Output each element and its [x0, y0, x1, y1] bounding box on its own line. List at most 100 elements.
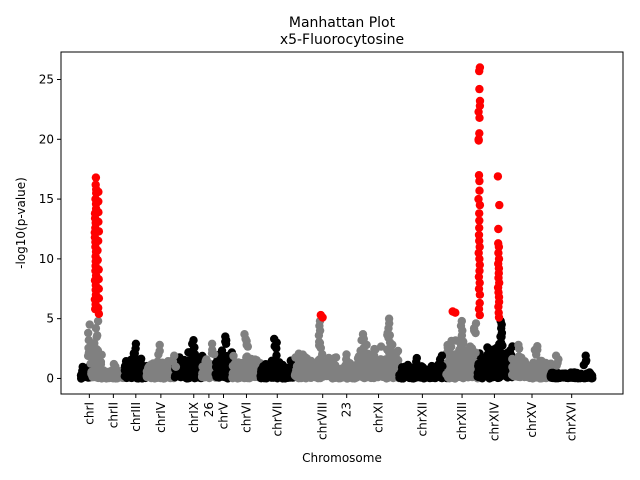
- significant-point: [93, 255, 102, 265]
- data-point: [270, 342, 279, 351]
- significant-point: [318, 313, 327, 322]
- significant-point: [451, 308, 460, 317]
- data-point: [469, 351, 478, 360]
- y-axis-label: -log10(p-value): [14, 177, 28, 269]
- data-point: [435, 355, 445, 364]
- x-tick-label: chrII: [106, 402, 120, 428]
- data-point: [496, 338, 506, 347]
- x-tick-label: chrIV: [154, 401, 168, 433]
- y-tick-label: 20: [39, 132, 54, 146]
- data-point: [357, 350, 366, 359]
- y-tick-label: 5: [46, 312, 54, 326]
- significant-point: [475, 113, 484, 123]
- x-tick-label: chrXIV: [487, 401, 501, 441]
- data-point: [84, 328, 93, 338]
- data-point: [93, 331, 102, 340]
- data-point: [552, 361, 561, 370]
- points-layer: [76, 63, 597, 383]
- data-point: [190, 343, 199, 352]
- data-point: [93, 316, 103, 326]
- data-point: [242, 352, 252, 361]
- significant-point: [493, 172, 503, 181]
- data-point: [171, 362, 181, 371]
- data-point: [111, 366, 120, 375]
- data-point: [86, 359, 95, 368]
- significant-point: [474, 230, 484, 240]
- data-point: [410, 365, 419, 374]
- data-point: [514, 344, 524, 353]
- significant-point: [94, 217, 103, 226]
- significant-point: [475, 260, 484, 270]
- data-point: [314, 331, 324, 340]
- x-tick-label: chrXV: [525, 401, 539, 437]
- significant-point: [475, 223, 484, 232]
- data-point: [331, 353, 341, 362]
- significant-point: [94, 265, 103, 274]
- significant-point: [494, 224, 503, 234]
- y-tick-label: 10: [39, 252, 54, 266]
- data-point: [471, 328, 480, 338]
- significant-point: [475, 216, 484, 225]
- data-point: [357, 336, 366, 345]
- significant-point: [94, 227, 104, 236]
- data-point: [153, 357, 162, 367]
- significant-point: [475, 186, 484, 195]
- x-tick-label: 26: [202, 402, 216, 417]
- data-point: [219, 356, 228, 365]
- data-point: [532, 350, 541, 359]
- x-axis: chrI chrII chrIII chrIV chrIX 26 chrV chrVI chrV…: [82, 394, 579, 441]
- significant-point: [94, 294, 104, 303]
- x-tick-label: chrXII: [415, 402, 429, 436]
- plot-frame: [60, 51, 624, 395]
- data-point: [438, 362, 447, 371]
- significant-point: [94, 187, 103, 197]
- significant-point: [475, 84, 484, 94]
- significant-point: [494, 313, 504, 322]
- data-point: [496, 332, 505, 341]
- data-point: [91, 324, 101, 333]
- x-tick-label: 23: [340, 402, 354, 417]
- significant-point: [475, 254, 484, 264]
- data-point: [155, 340, 164, 350]
- significant-point: [474, 136, 483, 145]
- data-point: [84, 336, 94, 345]
- data-point: [168, 356, 177, 365]
- data-point: [85, 320, 94, 329]
- data-point: [109, 359, 119, 369]
- data-point: [207, 339, 217, 348]
- x-tick-label: chrVIII: [316, 402, 330, 440]
- significant-point: [475, 176, 484, 186]
- y-axis: 0 5 10 15 20 25: [39, 73, 61, 385]
- significant-point: [94, 236, 103, 246]
- data-point: [93, 346, 102, 355]
- data-point: [514, 352, 524, 361]
- data-point: [86, 350, 95, 359]
- significant-point: [475, 290, 485, 299]
- significant-point: [475, 310, 484, 320]
- data-point: [137, 354, 146, 363]
- data-point: [190, 350, 200, 359]
- significant-point: [475, 66, 484, 76]
- chart-subtitle: x5-Fluorocytosine: [280, 32, 404, 48]
- x-tick-label: chrV: [217, 401, 231, 429]
- data-point: [242, 340, 251, 350]
- x-tick-label: chrVI: [239, 402, 253, 433]
- data-point: [221, 339, 231, 348]
- data-point: [579, 360, 588, 370]
- x-tick-label: chrIX: [187, 402, 201, 433]
- x-tick-label: chrIII: [129, 402, 143, 432]
- significant-point: [494, 302, 503, 311]
- data-point: [384, 348, 394, 357]
- y-tick-label: 25: [39, 73, 54, 87]
- data-point: [459, 346, 468, 355]
- significant-point: [475, 200, 485, 210]
- data-point: [130, 352, 139, 361]
- data-point: [85, 343, 94, 352]
- significant-point: [94, 309, 104, 319]
- data-point: [385, 338, 395, 347]
- x-axis-label: Chromosome: [302, 451, 382, 465]
- significant-point: [475, 236, 484, 246]
- significant-point: [93, 246, 102, 255]
- significant-point: [495, 200, 504, 210]
